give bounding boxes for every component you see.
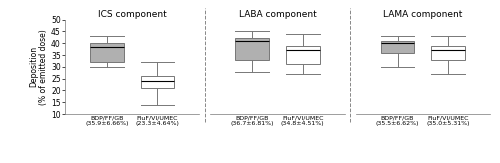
- Bar: [90, 43, 124, 62]
- Bar: [380, 41, 414, 53]
- Y-axis label: Deposition
(% of emitted dose): Deposition (% of emitted dose): [29, 29, 48, 105]
- Bar: [140, 76, 174, 88]
- Title: ICS component: ICS component: [98, 10, 166, 19]
- Bar: [431, 46, 465, 60]
- Bar: [236, 38, 269, 60]
- Title: LAMA component: LAMA component: [383, 10, 462, 19]
- Bar: [286, 46, 320, 65]
- Title: LABA component: LABA component: [238, 10, 316, 19]
